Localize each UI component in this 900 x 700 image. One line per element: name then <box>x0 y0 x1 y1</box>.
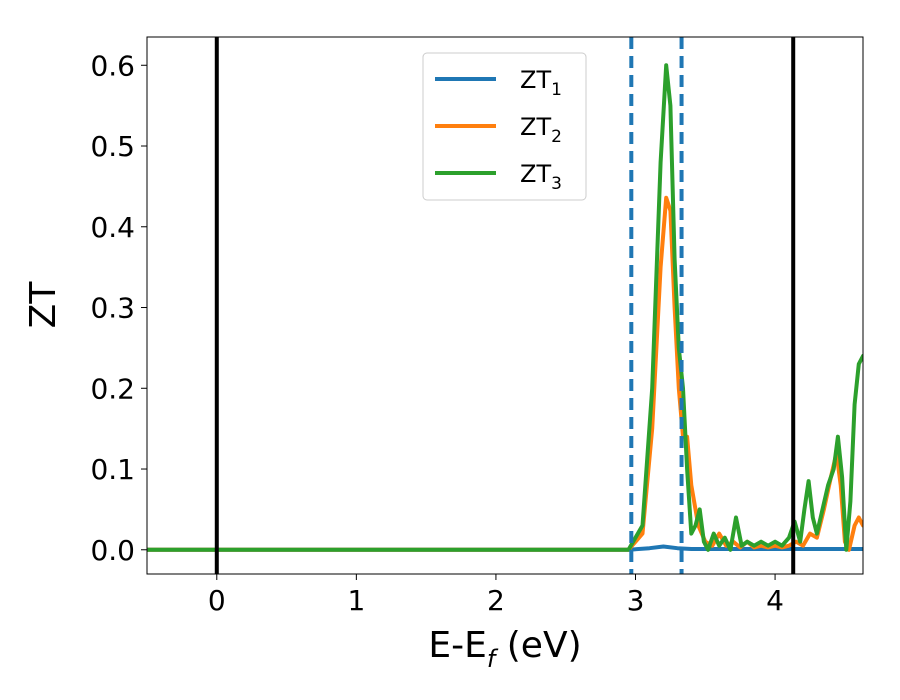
y-tick-label: 0.0 <box>90 534 135 567</box>
legend-box <box>422 52 587 201</box>
axis-ticks: 0 1 2 3 4 0.0 0.1 0.2 0.3 0.4 0.5 0.6 <box>90 49 784 617</box>
series-line-zt1 <box>147 544 863 552</box>
legend-entry-zt3: ZT3 <box>435 160 562 194</box>
legend: ZT1 ZT2 ZT3 <box>422 52 587 201</box>
axes-frame <box>146 36 864 575</box>
y-tick-label: 0.3 <box>90 292 135 325</box>
x-tick-label: 1 <box>347 584 365 617</box>
x-tick-label: 3 <box>627 584 645 617</box>
legend-label: ZT3 <box>520 160 562 194</box>
legend-entry-zt1: ZT1 <box>435 66 562 100</box>
x-tick-label: 4 <box>766 584 784 617</box>
y-tick-label: 0.5 <box>90 130 135 163</box>
x-tick-label: 0 <box>208 584 226 617</box>
plot-area <box>147 37 863 574</box>
legend-entry-zt2: ZT2 <box>435 113 562 147</box>
y-tick-label: 0.6 <box>90 49 135 82</box>
y-tick-label: 0.2 <box>90 372 135 405</box>
x-axis-label-main: E-E <box>428 625 486 666</box>
y-tick-label: 0.4 <box>90 211 135 244</box>
y-axis-label: ZT <box>23 281 64 329</box>
x-tick-label: 2 <box>487 584 505 617</box>
y-tick-label: 0.1 <box>90 453 135 486</box>
series-line-zt3 <box>147 63 863 552</box>
legend-label: ZT1 <box>520 66 562 100</box>
series-line-zt2 <box>147 195 863 552</box>
x-axis-label: E-Ef (eV) <box>428 625 581 673</box>
legend-label: ZT2 <box>520 113 562 147</box>
x-axis-label-unit: (eV) <box>495 625 581 666</box>
